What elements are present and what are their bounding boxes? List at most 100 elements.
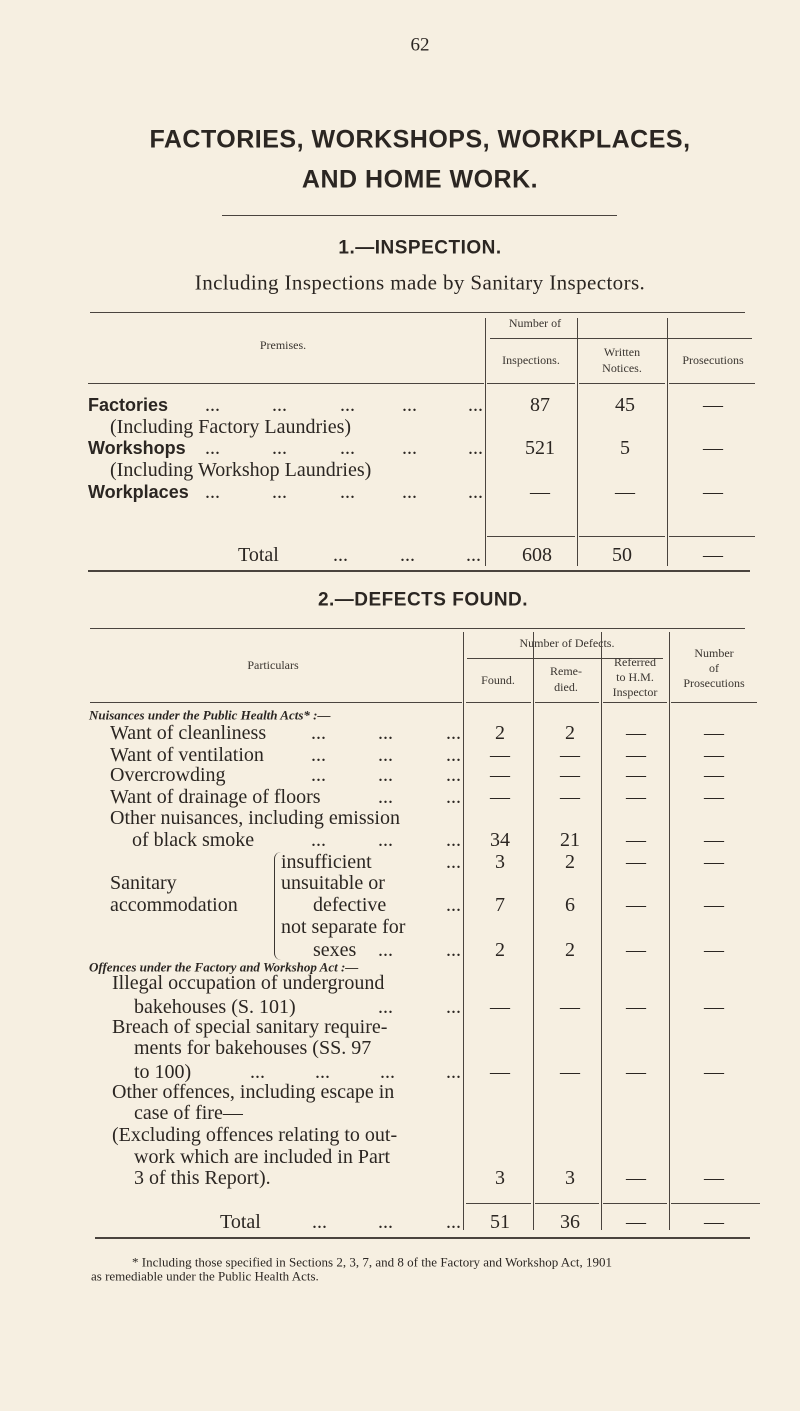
leader-dots: ... (272, 437, 287, 459)
referred-value: — (626, 996, 646, 1018)
found-value: 7 (495, 894, 505, 916)
rule (671, 702, 757, 703)
rule (535, 702, 599, 703)
rule (669, 383, 755, 384)
prosecutions-value: — (703, 481, 723, 503)
referred-value: — (626, 894, 646, 916)
leader-dots: ... (378, 764, 393, 786)
leader-dots: ... (205, 394, 220, 416)
remedied-value: — (560, 1061, 580, 1083)
column-divider (667, 318, 668, 566)
referred-value: — (626, 722, 646, 744)
remedied-value: 21 (560, 829, 580, 851)
page-title: FACTORIES, WORKSHOPS, WORKPLACES, (149, 125, 691, 154)
particulars-line: 3 of this Report). (134, 1167, 271, 1189)
rule (466, 1203, 531, 1204)
found-value: — (490, 996, 510, 1018)
leader-dots: ... (311, 744, 326, 766)
referred-value: — (626, 786, 646, 808)
leader-dots: ... (378, 744, 393, 766)
remedied-value: — (560, 786, 580, 808)
inspections-value: 521 (525, 437, 555, 459)
found-value: — (490, 744, 510, 766)
prosecutions-value: — (704, 894, 724, 916)
prosecutions-value: — (704, 939, 724, 961)
found-value: — (490, 786, 510, 808)
particulars-line: Want of drainage of floors (110, 786, 321, 808)
rule (579, 536, 665, 537)
header-number-of: of (709, 661, 719, 675)
premises-note: (Including Workshop Laundries) (110, 459, 372, 481)
particulars-line: case of fire— (134, 1102, 243, 1124)
particulars-line: of black smoke (132, 829, 255, 851)
found-value: 3 (495, 1167, 505, 1189)
leader-dots: ... (378, 1211, 393, 1233)
remedied-value: 2 (565, 851, 575, 873)
leader-dots: ... (466, 544, 481, 566)
particulars-line: Overcrowding (110, 764, 226, 786)
sanitary-label: Sanitary (110, 872, 177, 894)
header-particulars: Particulars (247, 658, 299, 672)
leader-dots: ... (272, 481, 287, 503)
found-value: — (490, 764, 510, 786)
prosecutions-value: — (704, 1167, 724, 1189)
inspections-value: — (530, 481, 550, 503)
prosecutions-value: — (703, 437, 723, 459)
leader-dots: ... (446, 744, 461, 766)
remedied-value: — (560, 744, 580, 766)
leader-dots: ... (340, 481, 355, 503)
header-referred: Referred (614, 655, 656, 669)
table2-top-rule (90, 628, 745, 629)
found-value: 3 (495, 851, 505, 873)
found-value: 2 (495, 939, 505, 961)
inspections-value: 87 (530, 394, 550, 416)
rule (487, 536, 575, 537)
page-title-line2: AND HOME WORK. (301, 165, 539, 194)
group-heading-offences: Offences under the Factory and Workshop … (89, 959, 359, 975)
table2-bottom-rule (95, 1237, 750, 1239)
column-divider (669, 632, 670, 1230)
rule (579, 383, 665, 384)
remedied-value: 2 (565, 939, 575, 961)
prosecutions-value: — (704, 744, 724, 766)
referred-value: — (626, 851, 646, 873)
leader-dots: ... (340, 437, 355, 459)
referred-value: — (626, 1061, 646, 1083)
written-notices-value: 45 (615, 394, 635, 416)
section-heading-inspection: 1.—INSPECTION. (338, 237, 502, 259)
header-notices: Notices. (602, 361, 642, 375)
footnote-line2: as remediable under the Public Health Ac… (91, 1268, 319, 1284)
particulars-line: (Excluding offences relating to out- (112, 1124, 398, 1146)
leader-dots: ... (446, 996, 461, 1018)
remedied-value: 3 (565, 1167, 575, 1189)
leader-dots: ... (446, 1061, 461, 1083)
leader-dots: ... (250, 1061, 265, 1083)
total-written-notices: 50 (612, 544, 632, 566)
particulars-line: Illegal occupation of underground (112, 972, 385, 994)
rule (90, 702, 462, 703)
referred-value: — (626, 1167, 646, 1189)
total-prosecutions: — (703, 544, 723, 566)
table1-top-rule (90, 312, 745, 313)
particulars-line: not separate for (281, 916, 406, 938)
referred-value: — (626, 829, 646, 851)
section-subheading: Including Inspections made by Sanitary I… (194, 270, 646, 295)
prosecutions-value: — (704, 786, 724, 808)
particulars-line: Want of ventilation (110, 744, 264, 766)
found-value: — (490, 1061, 510, 1083)
rule (669, 536, 755, 537)
leader-dots: ... (311, 764, 326, 786)
found-value: 34 (490, 829, 510, 851)
leader-dots: ... (378, 786, 393, 808)
header-number: Number (694, 646, 734, 660)
leader-dots: ... (402, 481, 417, 503)
leader-dots: ... (446, 851, 461, 873)
rule (535, 1203, 599, 1204)
premises-label: Workplaces (88, 482, 189, 502)
table1-bottom-rule (88, 570, 750, 572)
leader-dots: ... (311, 722, 326, 744)
leader-dots: ... (402, 437, 417, 459)
particulars-line: defective (313, 894, 387, 916)
leader-dots: ... (378, 722, 393, 744)
leader-dots: ... (380, 1061, 395, 1083)
